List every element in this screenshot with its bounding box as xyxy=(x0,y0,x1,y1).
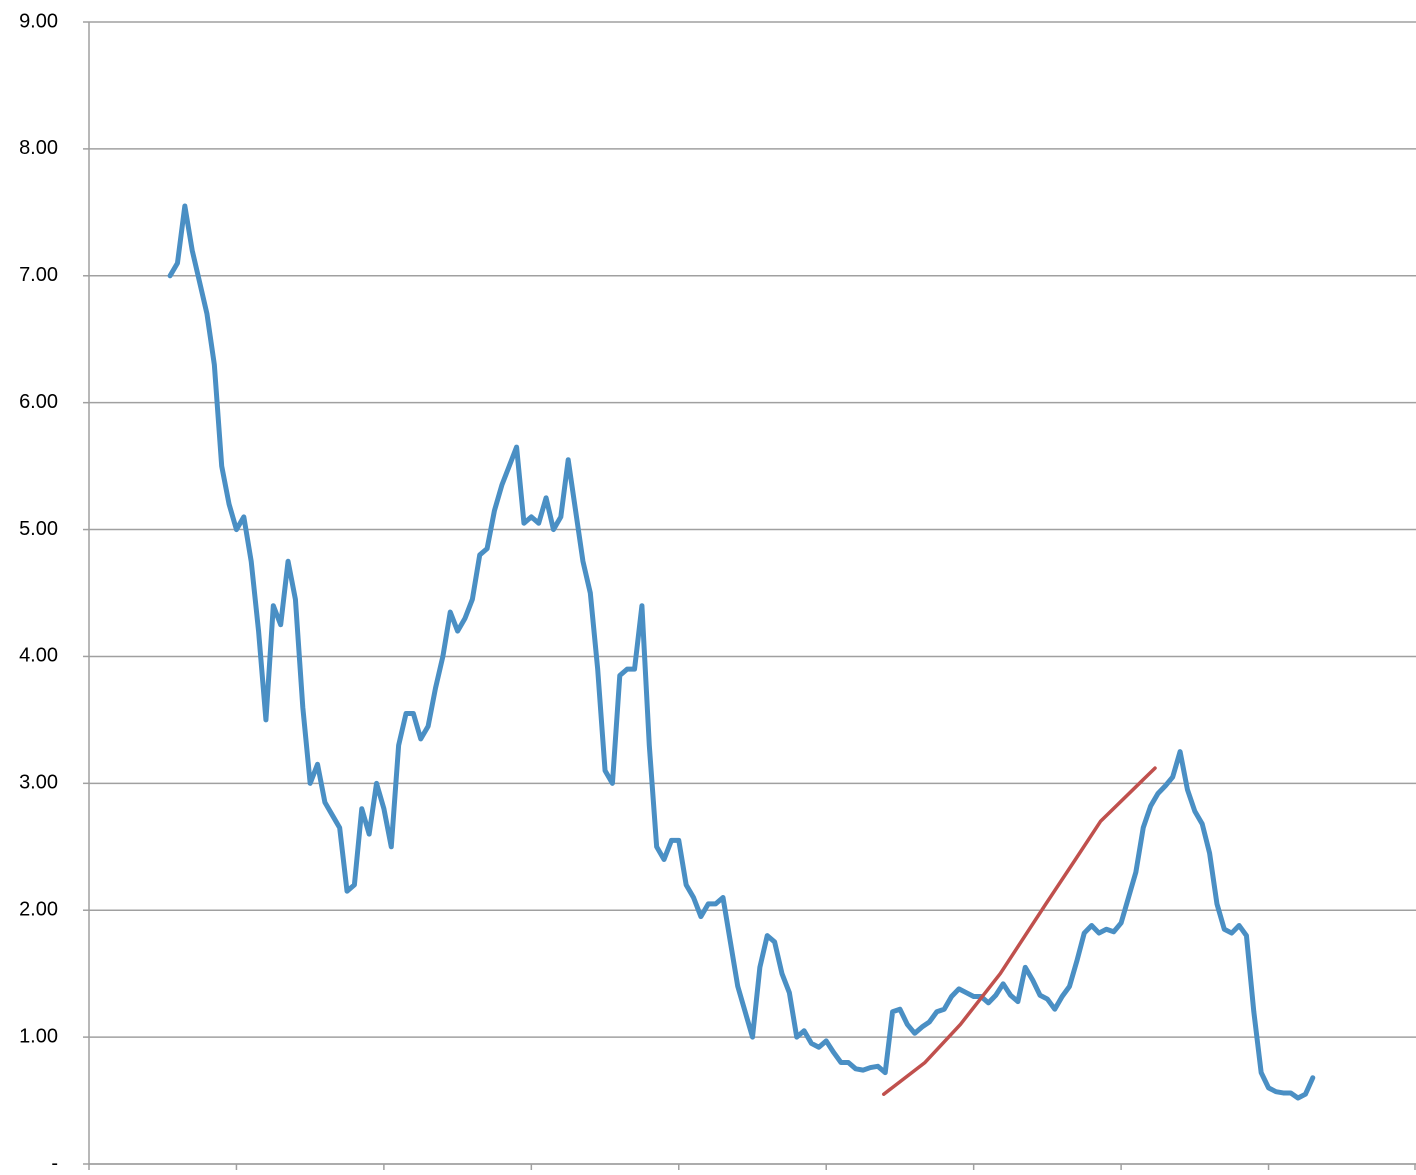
data-line xyxy=(881,766,1157,1096)
y-tick-label: 1.00 xyxy=(19,1025,58,1047)
y-tick-label: - xyxy=(51,1152,58,1170)
y-tick-label: 5.00 xyxy=(19,518,58,540)
data-line xyxy=(167,203,1316,1101)
y-tick-label: 7.00 xyxy=(19,264,58,286)
y-tick-label: 8.00 xyxy=(19,137,58,159)
y-tick-label: 6.00 xyxy=(19,391,58,413)
y-tick-label: 4.00 xyxy=(19,645,58,667)
y-tick-label: 9.00 xyxy=(19,10,58,32)
y-tick-label: 2.00 xyxy=(19,899,58,921)
y-tick-label: 3.00 xyxy=(19,772,58,794)
